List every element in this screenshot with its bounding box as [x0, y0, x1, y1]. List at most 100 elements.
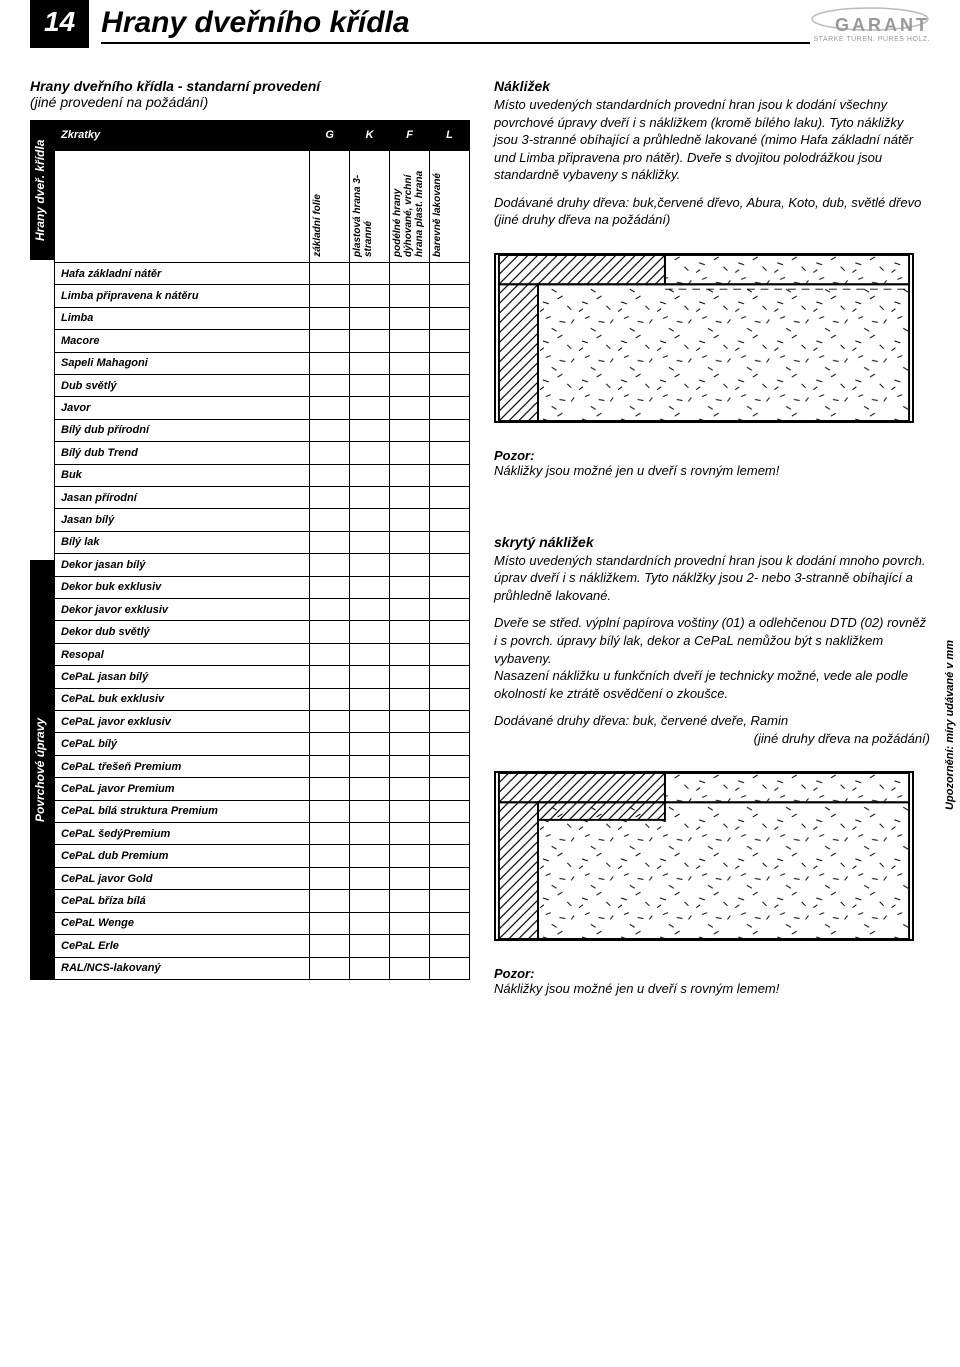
row-label: CePaL bílý — [55, 733, 310, 755]
row-cell — [350, 867, 390, 889]
row-cell — [310, 554, 350, 576]
row-cell — [430, 464, 470, 486]
row-cell — [310, 823, 350, 845]
row-cell — [390, 890, 430, 912]
row-cell — [390, 867, 430, 889]
row-cell — [350, 442, 390, 464]
row-label: Dekor buk exklusiv — [55, 576, 310, 598]
row-cell — [430, 531, 470, 553]
row-cell — [350, 755, 390, 777]
row-cell — [390, 733, 430, 755]
row-cell — [390, 621, 430, 643]
row-cell — [390, 778, 430, 800]
row-cell — [350, 800, 390, 822]
table-row: RAL/NCS-lakovaný — [55, 957, 470, 980]
row-cell — [310, 599, 350, 621]
col-f: F — [390, 121, 430, 151]
row-label: Dub světlý — [55, 374, 310, 396]
row-label: CePaL Wenge — [55, 912, 310, 934]
row-cell — [310, 711, 350, 733]
row-cell — [390, 352, 430, 374]
row-cell — [350, 554, 390, 576]
table-row: Dekor jasan bílý — [55, 554, 470, 576]
sec2-p4b: (jiné druhy dřeva na požádání) — [494, 730, 930, 748]
vtab-top: Hrany dveř. křídla — [30, 120, 54, 260]
row-cell — [310, 419, 350, 441]
row-label: CePaL třešeň Premium — [55, 755, 310, 777]
row-cell — [390, 285, 430, 307]
row-cell — [430, 509, 470, 531]
row-label: CePaL javor exklusiv — [55, 711, 310, 733]
row-cell — [390, 486, 430, 508]
row-cell — [310, 935, 350, 957]
row-cell — [430, 711, 470, 733]
row-label: Jasan přírodní — [55, 486, 310, 508]
row-cell — [350, 397, 390, 419]
row-cell — [350, 957, 390, 980]
row-label: Bílý dub přírodní — [55, 419, 310, 441]
row-cell — [430, 643, 470, 665]
sub-k: plastová hrana 3-stranné — [350, 150, 390, 262]
row-cell — [310, 643, 350, 665]
row-cell — [350, 912, 390, 934]
sec2-p3: Nasazení nákližku u funkčních dveří je t… — [494, 667, 930, 702]
sec2-p4: Dodávané druhy dřeva: buk, červené dveře… — [494, 712, 930, 730]
row-cell — [430, 330, 470, 352]
sub-l: barevně lakované — [430, 150, 470, 262]
row-label: CePaL javor Gold — [55, 867, 310, 889]
row-cell — [350, 711, 390, 733]
sec2-p1: Místo uvedených standardních provední hr… — [494, 552, 930, 605]
row-cell — [390, 576, 430, 598]
logo-tagline: STARKE TÜREN. PURES HOLZ. — [810, 36, 930, 43]
row-cell — [430, 621, 470, 643]
row-cell — [430, 486, 470, 508]
table-row: Dekor javor exklusiv — [55, 599, 470, 621]
row-cell — [350, 330, 390, 352]
row-cell — [350, 643, 390, 665]
vtab-bottom: Povrchové úpravy — [30, 560, 54, 980]
row-cell — [390, 957, 430, 980]
row-cell — [390, 800, 430, 822]
row-cell — [430, 419, 470, 441]
table-row: CePaL šedýPremium — [55, 823, 470, 845]
table-row: CePaL javor Premium — [55, 778, 470, 800]
row-cell — [390, 330, 430, 352]
row-cell — [350, 531, 390, 553]
warn1-label: Pozor: — [494, 448, 930, 463]
row-cell — [390, 688, 430, 710]
row-label: CePaL jasan bílý — [55, 666, 310, 688]
row-cell — [310, 957, 350, 980]
table-row: CePaL javor exklusiv — [55, 711, 470, 733]
row-label: Limba připravena k nátěru — [55, 285, 310, 307]
sub-f: podélné hrany dýhované, vrchní hrana pla… — [390, 150, 430, 262]
row-cell — [310, 307, 350, 329]
row-cell — [310, 666, 350, 688]
row-cell — [430, 285, 470, 307]
row-cell — [430, 867, 470, 889]
row-cell — [350, 464, 390, 486]
table-row: Bílý dub přírodní — [55, 419, 470, 441]
row-cell — [310, 330, 350, 352]
row-cell — [310, 397, 350, 419]
row-cell — [310, 464, 350, 486]
page-number: 14 — [30, 0, 89, 48]
row-cell — [390, 823, 430, 845]
row-cell — [310, 576, 350, 598]
row-cell — [430, 307, 470, 329]
row-cell — [310, 755, 350, 777]
table-row: Resopal — [55, 643, 470, 665]
table-row: CePaL třešeň Premium — [55, 755, 470, 777]
sec2-title: skrytý nákližek — [494, 534, 930, 550]
row-cell — [390, 912, 430, 934]
table-row: Dub světlý — [55, 374, 470, 396]
brand-logo: GARANT STARKE TÜREN. PURES HOLZ. — [810, 0, 930, 43]
row-cell — [390, 666, 430, 688]
row-cell — [430, 935, 470, 957]
row-cell — [310, 352, 350, 374]
row-cell — [390, 307, 430, 329]
table-row: Bílý dub Trend — [55, 442, 470, 464]
row-cell — [350, 262, 390, 284]
row-cell — [350, 509, 390, 531]
row-cell — [390, 531, 430, 553]
row-cell — [430, 823, 470, 845]
